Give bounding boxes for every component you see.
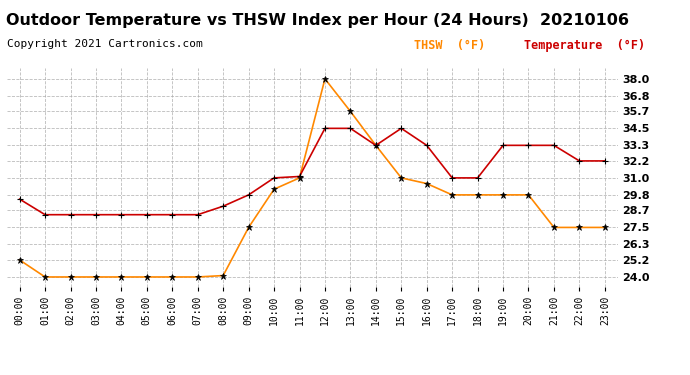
Text: Copyright 2021 Cartronics.com: Copyright 2021 Cartronics.com xyxy=(7,39,203,50)
Text: Temperature  (°F): Temperature (°F) xyxy=(524,39,646,53)
Text: THSW  (°F): THSW (°F) xyxy=(414,39,485,53)
Text: Outdoor Temperature vs THSW Index per Hour (24 Hours)  20210106: Outdoor Temperature vs THSW Index per Ho… xyxy=(6,13,629,28)
